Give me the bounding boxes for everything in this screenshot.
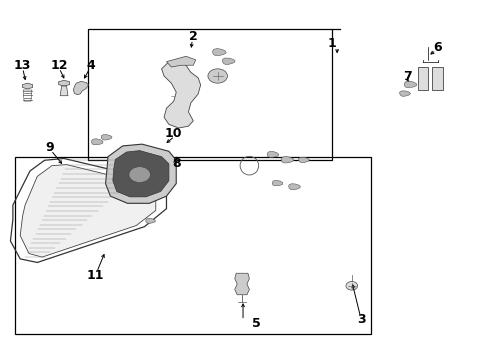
Text: 11: 11 xyxy=(87,269,104,282)
Bar xyxy=(431,67,442,90)
Polygon shape xyxy=(222,58,235,64)
Polygon shape xyxy=(59,80,69,86)
Polygon shape xyxy=(404,81,416,87)
Text: 10: 10 xyxy=(165,127,182,140)
Text: 2: 2 xyxy=(188,30,197,43)
Polygon shape xyxy=(281,157,293,163)
Text: 4: 4 xyxy=(86,59,95,72)
Polygon shape xyxy=(212,49,226,56)
Polygon shape xyxy=(266,152,278,157)
Polygon shape xyxy=(161,60,200,128)
Polygon shape xyxy=(288,184,300,190)
Polygon shape xyxy=(101,135,112,140)
Polygon shape xyxy=(399,91,409,96)
Polygon shape xyxy=(20,165,156,257)
Text: 7: 7 xyxy=(403,69,411,82)
Bar xyxy=(88,30,331,160)
Polygon shape xyxy=(234,273,249,295)
Text: 13: 13 xyxy=(14,59,31,72)
Text: 8: 8 xyxy=(172,157,180,170)
Bar xyxy=(15,157,370,334)
Polygon shape xyxy=(73,81,88,95)
Text: 9: 9 xyxy=(45,141,54,154)
Text: 5: 5 xyxy=(252,317,261,330)
Text: 1: 1 xyxy=(327,37,336,50)
Circle shape xyxy=(345,282,357,290)
Polygon shape xyxy=(298,157,309,163)
Polygon shape xyxy=(22,83,33,89)
Polygon shape xyxy=(272,180,282,186)
Circle shape xyxy=(207,69,227,83)
Text: 6: 6 xyxy=(432,41,441,54)
Polygon shape xyxy=(145,218,155,223)
Bar xyxy=(417,67,427,90)
Polygon shape xyxy=(105,144,176,203)
Polygon shape xyxy=(91,139,102,145)
Polygon shape xyxy=(166,56,195,67)
Text: 3: 3 xyxy=(356,313,365,327)
Text: 12: 12 xyxy=(50,59,68,72)
Circle shape xyxy=(129,167,150,183)
Polygon shape xyxy=(113,150,168,197)
Polygon shape xyxy=(60,86,68,96)
